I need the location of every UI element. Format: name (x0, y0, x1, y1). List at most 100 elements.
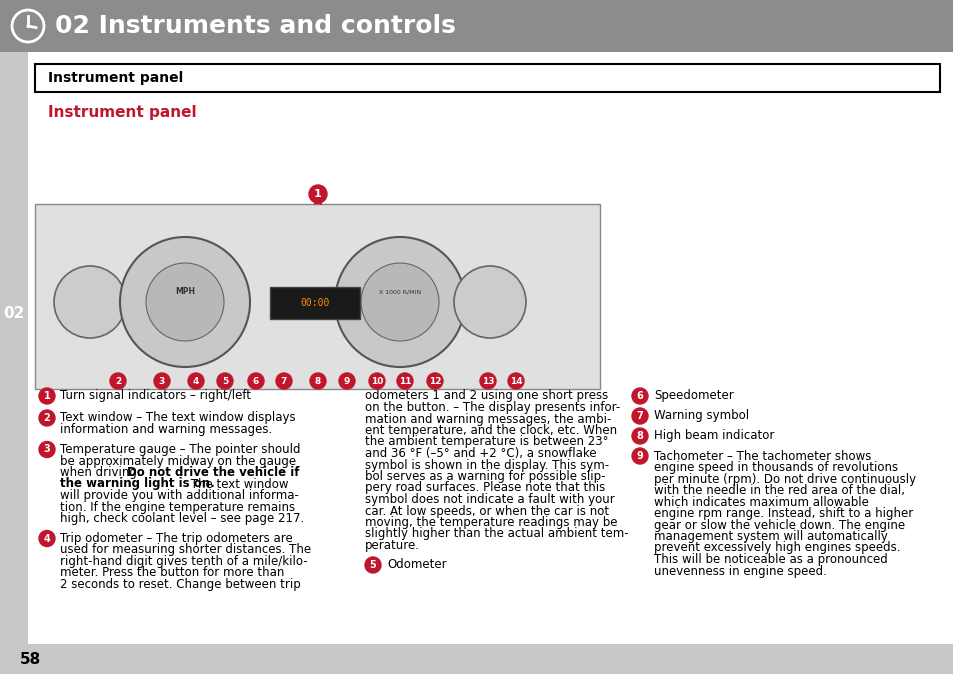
Circle shape (335, 237, 464, 367)
Circle shape (39, 530, 55, 547)
Text: 7: 7 (280, 377, 287, 386)
Text: 13: 13 (481, 377, 494, 386)
Circle shape (396, 373, 413, 389)
Text: 11: 11 (398, 377, 411, 386)
Text: MPH: MPH (174, 288, 194, 297)
Text: 12: 12 (428, 377, 441, 386)
Text: management system will automatically: management system will automatically (654, 530, 887, 543)
Text: the ambient temperature is between 23°: the ambient temperature is between 23° (365, 435, 608, 448)
Text: used for measuring shorter distances. The: used for measuring shorter distances. Th… (60, 543, 311, 557)
Text: be approximately midway on the gauge: be approximately midway on the gauge (60, 454, 295, 468)
Circle shape (188, 373, 204, 389)
Text: engine speed in thousands of revolutions: engine speed in thousands of revolutions (654, 461, 897, 474)
Text: 1: 1 (314, 189, 321, 199)
Text: symbol is shown in the display. This sym-: symbol is shown in the display. This sym… (365, 458, 608, 472)
Circle shape (120, 237, 250, 367)
Text: 02: 02 (3, 307, 25, 321)
Text: will provide you with additional informa-: will provide you with additional informa… (60, 489, 298, 502)
Text: 2: 2 (114, 377, 121, 386)
Circle shape (110, 373, 126, 389)
Circle shape (631, 428, 647, 444)
Text: X 1000 R/MIN: X 1000 R/MIN (378, 290, 420, 295)
Text: slightly higher than the actual ambient tem-: slightly higher than the actual ambient … (365, 528, 628, 541)
Text: Odometer: Odometer (387, 559, 446, 572)
Text: 2 seconds to reset. Change between trip: 2 seconds to reset. Change between trip (60, 578, 300, 591)
Circle shape (310, 373, 326, 389)
Bar (35, 204, 599, 389)
Text: gear or slow the vehicle down. The engine: gear or slow the vehicle down. The engin… (654, 518, 904, 532)
Text: 5: 5 (222, 377, 228, 386)
Text: Do not drive the vehicle if: Do not drive the vehicle if (127, 466, 299, 479)
Circle shape (146, 263, 224, 341)
Text: with the needle in the red area of the dial,: with the needle in the red area of the d… (654, 484, 904, 497)
Text: high, check coolant level – see page 217.: high, check coolant level – see page 217… (60, 512, 304, 525)
Text: 14: 14 (509, 377, 521, 386)
Circle shape (54, 266, 126, 338)
Text: 7: 7 (636, 411, 642, 421)
Text: High beam indicator: High beam indicator (654, 429, 774, 443)
Text: prevent excessively high engines speeds.: prevent excessively high engines speeds. (654, 541, 900, 555)
Text: Tachometer – The tachometer shows: Tachometer – The tachometer shows (654, 450, 870, 462)
Text: which indicates maximum allowable: which indicates maximum allowable (654, 495, 868, 508)
Text: 1: 1 (44, 391, 51, 401)
Circle shape (275, 373, 292, 389)
Text: Trip odometer – The trip odometers are: Trip odometer – The trip odometers are (60, 532, 293, 545)
Text: per minute (rpm). Do not drive continuously: per minute (rpm). Do not drive continuou… (654, 472, 915, 485)
Text: 10: 10 (371, 377, 383, 386)
Circle shape (248, 373, 264, 389)
Circle shape (454, 266, 525, 338)
Text: This will be noticeable as a pronounced: This will be noticeable as a pronounced (654, 553, 887, 566)
Bar (270, 287, 359, 319)
Circle shape (365, 557, 380, 573)
Circle shape (39, 441, 55, 458)
Text: 02 Instruments and controls: 02 Instruments and controls (55, 14, 456, 38)
Circle shape (479, 373, 496, 389)
Circle shape (507, 373, 523, 389)
Text: engine rpm range. Instead, shift to a higher: engine rpm range. Instead, shift to a hi… (654, 507, 912, 520)
Text: 6: 6 (253, 377, 259, 386)
Text: odometers 1 and 2 using one short press: odometers 1 and 2 using one short press (365, 390, 608, 402)
Bar (0, 0, 953, 52)
Text: 6: 6 (636, 391, 642, 401)
Text: 9: 9 (343, 377, 350, 386)
Text: 00:00: 00:00 (300, 298, 330, 308)
Text: Instrument panel: Instrument panel (48, 104, 196, 119)
Text: 8: 8 (636, 431, 642, 441)
Text: 3: 3 (159, 377, 165, 386)
Text: Text window – The text window displays: Text window – The text window displays (60, 412, 295, 425)
Text: 9: 9 (636, 451, 642, 461)
Text: perature.: perature. (365, 539, 419, 552)
Text: ent temperature, and the clock, etc. When: ent temperature, and the clock, etc. Whe… (365, 424, 617, 437)
Circle shape (631, 408, 647, 424)
Text: on the button. – The display presents infor-: on the button. – The display presents in… (365, 401, 619, 414)
Text: moving, the temperature readings may be: moving, the temperature readings may be (365, 516, 617, 529)
Circle shape (631, 388, 647, 404)
Text: the warning light is on.: the warning light is on. (60, 477, 214, 491)
Text: pery road surfaces. Please note that this: pery road surfaces. Please note that thi… (365, 481, 604, 495)
Text: and 36 °F (–5° and +2 °C), a snowflake: and 36 °F (–5° and +2 °C), a snowflake (365, 447, 596, 460)
Text: right-hand digit gives tenth of a mile/kilo-: right-hand digit gives tenth of a mile/k… (60, 555, 307, 568)
Text: unevenness in engine speed.: unevenness in engine speed. (654, 565, 826, 578)
Text: Speedometer: Speedometer (654, 390, 733, 402)
Circle shape (39, 410, 55, 426)
Text: 4: 4 (193, 377, 199, 386)
Circle shape (216, 373, 233, 389)
Text: Temperature gauge – The pointer should: Temperature gauge – The pointer should (60, 443, 300, 456)
Circle shape (427, 373, 442, 389)
Circle shape (338, 373, 355, 389)
Text: meter. Press the button for more than: meter. Press the button for more than (60, 567, 284, 580)
Text: Instrument panel: Instrument panel (48, 71, 183, 85)
Text: mation and warning messages, the ambi-: mation and warning messages, the ambi- (365, 412, 611, 425)
Text: when driving.: when driving. (60, 466, 144, 479)
Text: 2: 2 (44, 413, 51, 423)
Text: car. At low speeds, or when the car is not: car. At low speeds, or when the car is n… (365, 505, 608, 518)
Circle shape (153, 373, 170, 389)
Text: tion. If the engine temperature remains: tion. If the engine temperature remains (60, 501, 294, 514)
Text: 3: 3 (44, 444, 51, 454)
Text: The text window: The text window (187, 477, 288, 491)
Text: Turn signal indicators – right/left: Turn signal indicators – right/left (60, 390, 251, 402)
Bar (35, 64, 939, 92)
Text: 4: 4 (44, 534, 51, 543)
Circle shape (631, 448, 647, 464)
Text: bol serves as a warning for possible slip-: bol serves as a warning for possible sli… (365, 470, 605, 483)
